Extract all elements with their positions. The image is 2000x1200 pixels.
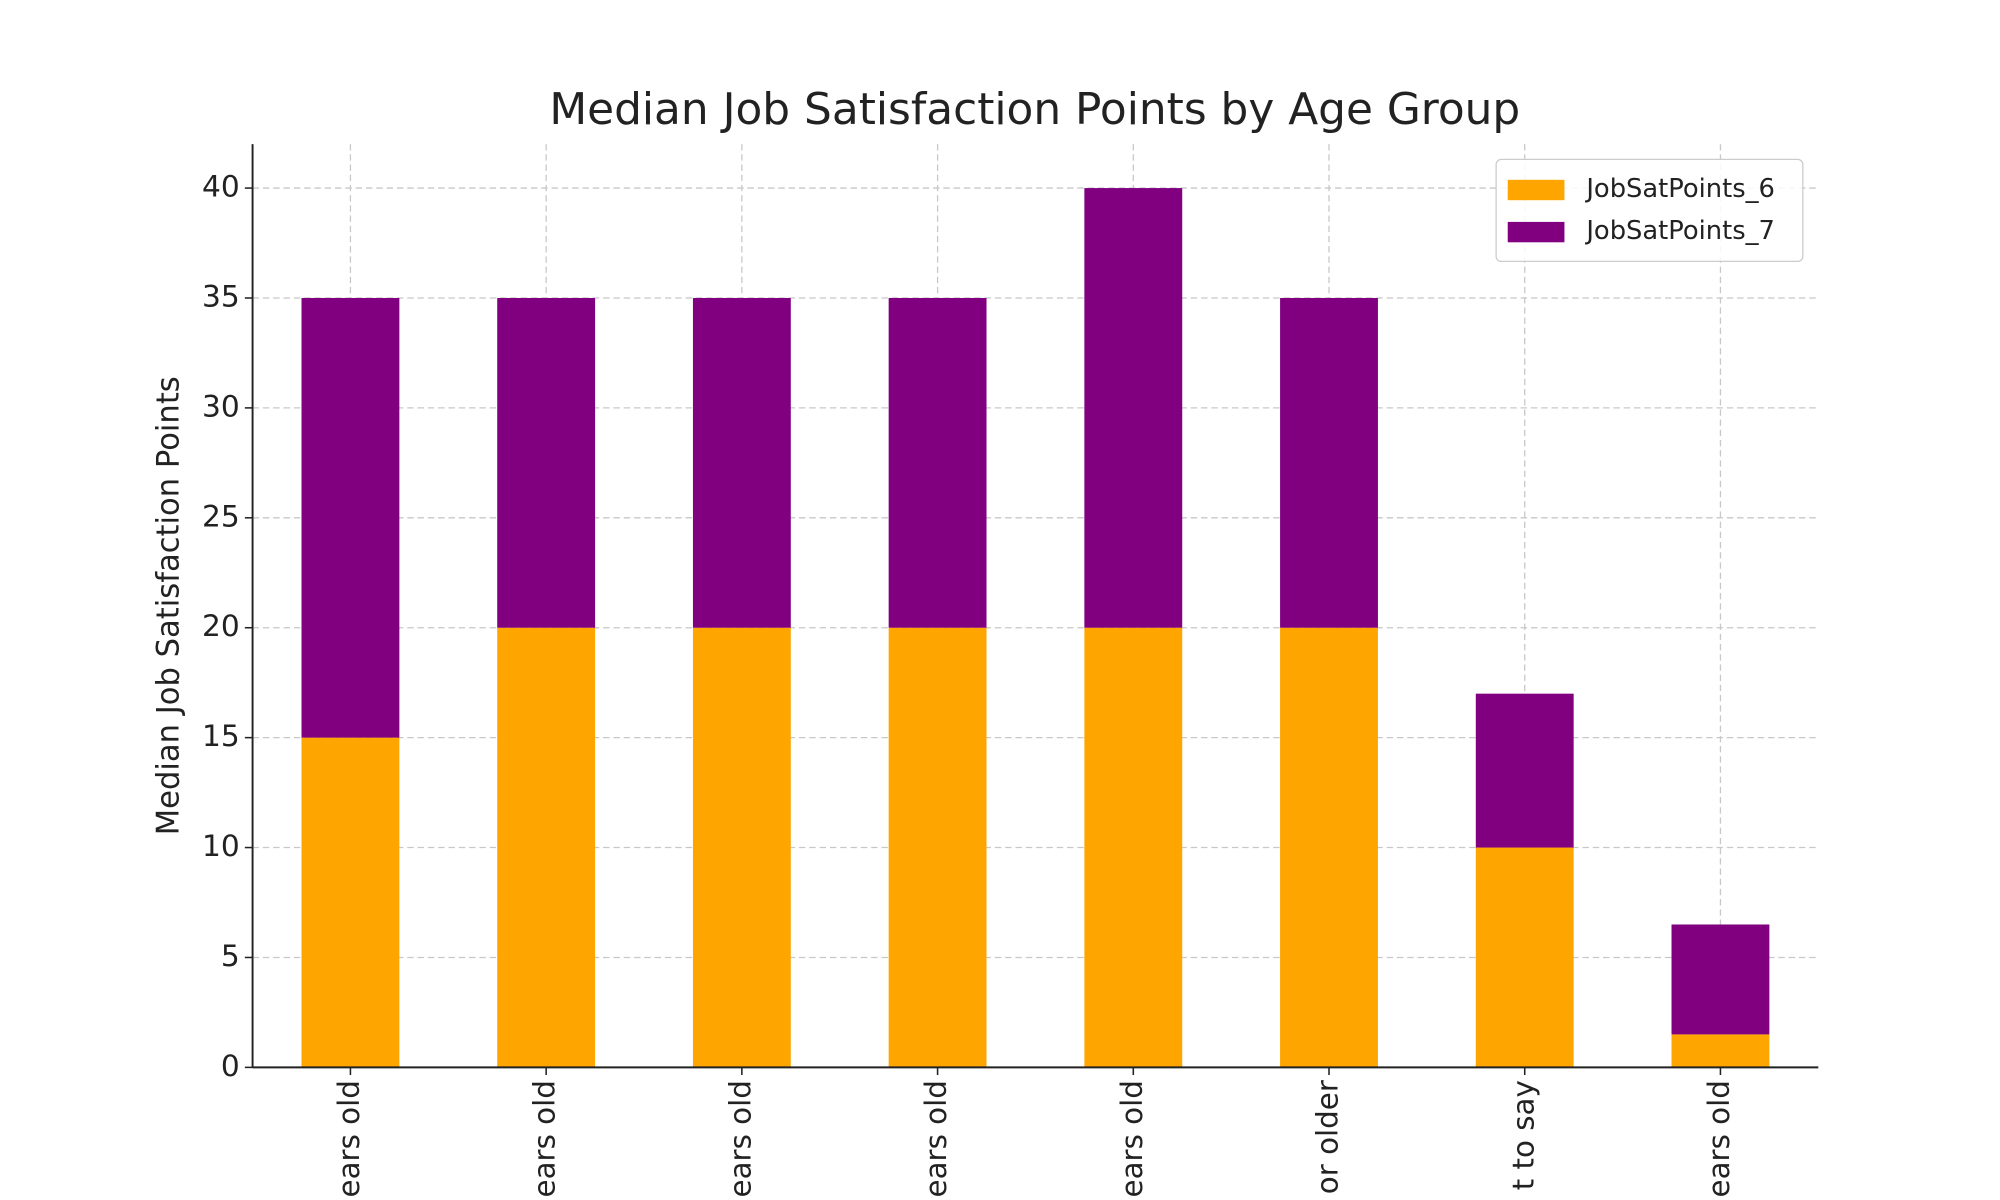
bar-segment <box>1084 627 1183 1068</box>
bar-segment <box>1475 847 1574 1068</box>
bar-segment <box>1084 188 1183 628</box>
bar-segment <box>692 297 791 628</box>
chart-title: Median Job Satisfaction Points by Age Gr… <box>549 85 1520 135</box>
bar-segment <box>1280 627 1378 1068</box>
axes: 0 5 10 15 20 25 30 35 40 ears old ears old ears old… <box>202 144 1819 1197</box>
x-tick-label: or older <box>1310 1079 1344 1194</box>
x-tick-label: ears old <box>1702 1080 1736 1197</box>
x-tick-label: ears old <box>528 1080 562 1197</box>
y-tick-label: 10 <box>202 829 240 863</box>
bar-segment <box>497 627 596 1068</box>
x-tick-label: ears old <box>332 1080 366 1197</box>
legend-label: JobSatPoints_6 <box>1584 174 1775 204</box>
legend-swatch <box>1507 179 1565 201</box>
y-tick-label: 0 <box>221 1049 240 1083</box>
x-tick-label: ears old <box>919 1080 953 1197</box>
bar-segment <box>301 297 400 738</box>
x-tick-label: ears old <box>1115 1080 1149 1197</box>
bar-segment <box>301 737 400 1068</box>
y-axis-label: Median Job Satisfaction Points <box>151 376 187 835</box>
bar-segment <box>888 297 987 628</box>
bar-segment <box>497 297 596 628</box>
grid <box>252 144 1819 1069</box>
y-tick-label: 30 <box>202 389 240 423</box>
x-tick-label: t to say <box>1506 1080 1540 1190</box>
y-tick-label: 15 <box>202 719 240 753</box>
bar-segment <box>1475 693 1574 848</box>
bar-segment <box>692 627 791 1068</box>
legend-box <box>1495 158 1804 263</box>
legend: JobSatPoints_6 JobSatPoints_7 <box>1495 158 1804 263</box>
y-tick-label: 25 <box>202 499 240 533</box>
x-tick-label: ears old <box>723 1080 757 1197</box>
y-tick-label: 20 <box>202 609 240 643</box>
bars <box>301 188 1770 1068</box>
y-tick-label: 5 <box>221 939 240 973</box>
y-tick-label: 35 <box>202 280 240 314</box>
bar-segment <box>1280 297 1378 628</box>
y-tick-label: 40 <box>202 170 240 204</box>
bar-segment <box>888 627 987 1068</box>
bar-segment <box>1671 924 1770 1035</box>
legend-label: JobSatPoints_7 <box>1584 216 1775 246</box>
bar-segment <box>1671 1034 1770 1068</box>
legend-swatch <box>1507 221 1565 243</box>
